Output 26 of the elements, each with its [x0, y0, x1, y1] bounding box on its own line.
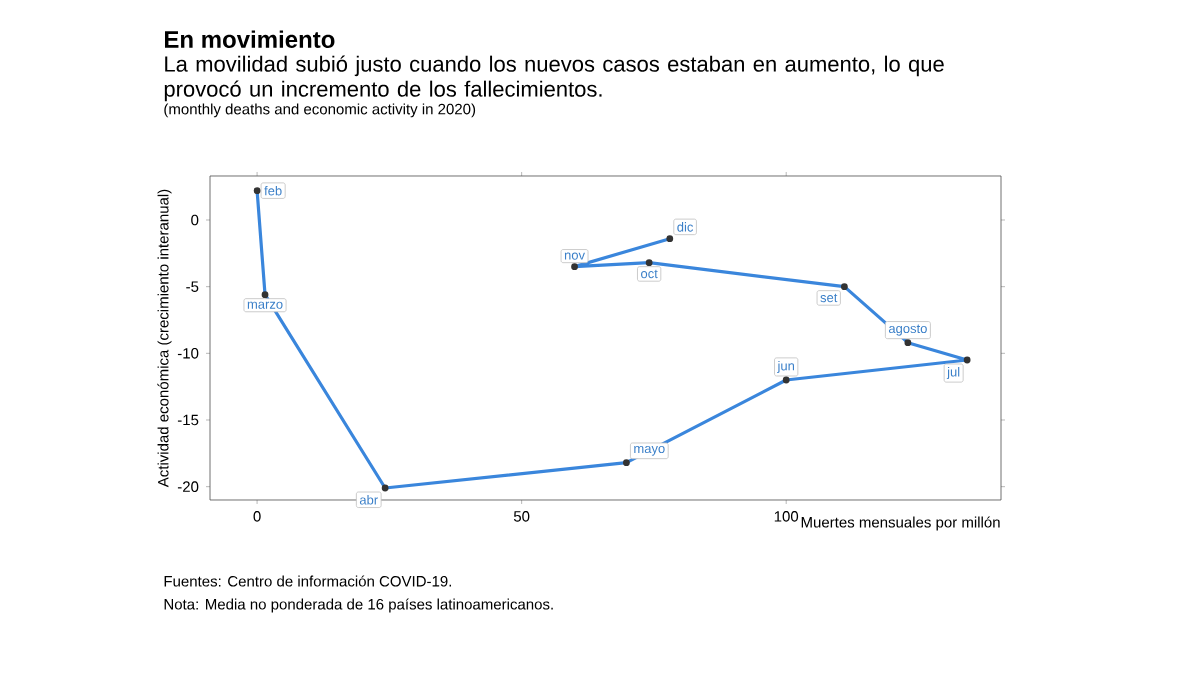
- y-tick-label: -20: [177, 481, 199, 492]
- text: Nota: Media no ponderada de 16 países latinoamericanos.: [164, 598, 553, 613]
- x-axis-title: Muertes mensuales por millón: [801, 516, 1000, 531]
- annotation: jul: [946, 367, 960, 380]
- y-axis-title: Actividad económica (crecimiento interanual): [157, 189, 172, 488]
- annotation: set: [820, 293, 838, 303]
- annotation: mayo: [634, 445, 665, 456]
- chart-title: En movimiento: [165, 30, 335, 48]
- source-note: Fuentes: Centro de información COVID-19.: [164, 575, 451, 587]
- annotation: agosto: [888, 324, 927, 336]
- annotation: dic: [677, 222, 694, 232]
- chart-subtitle: La movilidad subió justo cuando los nuevos casos estaban en aumento, lo que provocó un incremento de los fallecimientos.: [164, 55, 944, 102]
- annotation: abr: [359, 495, 378, 505]
- x-tick-label: 50: [513, 511, 530, 522]
- annotation: oct: [641, 269, 658, 279]
- annotation: feb: [264, 185, 282, 196]
- y-tick-label: -15: [177, 414, 199, 426]
- y-tick-label: 0: [191, 214, 199, 226]
- y-tick-label: -5: [186, 281, 199, 292]
- annotation: marzo: [247, 301, 283, 309]
- y-tick-label: -10: [177, 348, 199, 359]
- text: (monthly deaths and economic activity in 2020): [164, 103, 476, 118]
- x-tick-label: 0: [253, 511, 261, 522]
- x-tick-label: 100: [774, 511, 799, 522]
- annotation: jun: [777, 360, 794, 373]
- annotation: nov: [564, 252, 585, 260]
